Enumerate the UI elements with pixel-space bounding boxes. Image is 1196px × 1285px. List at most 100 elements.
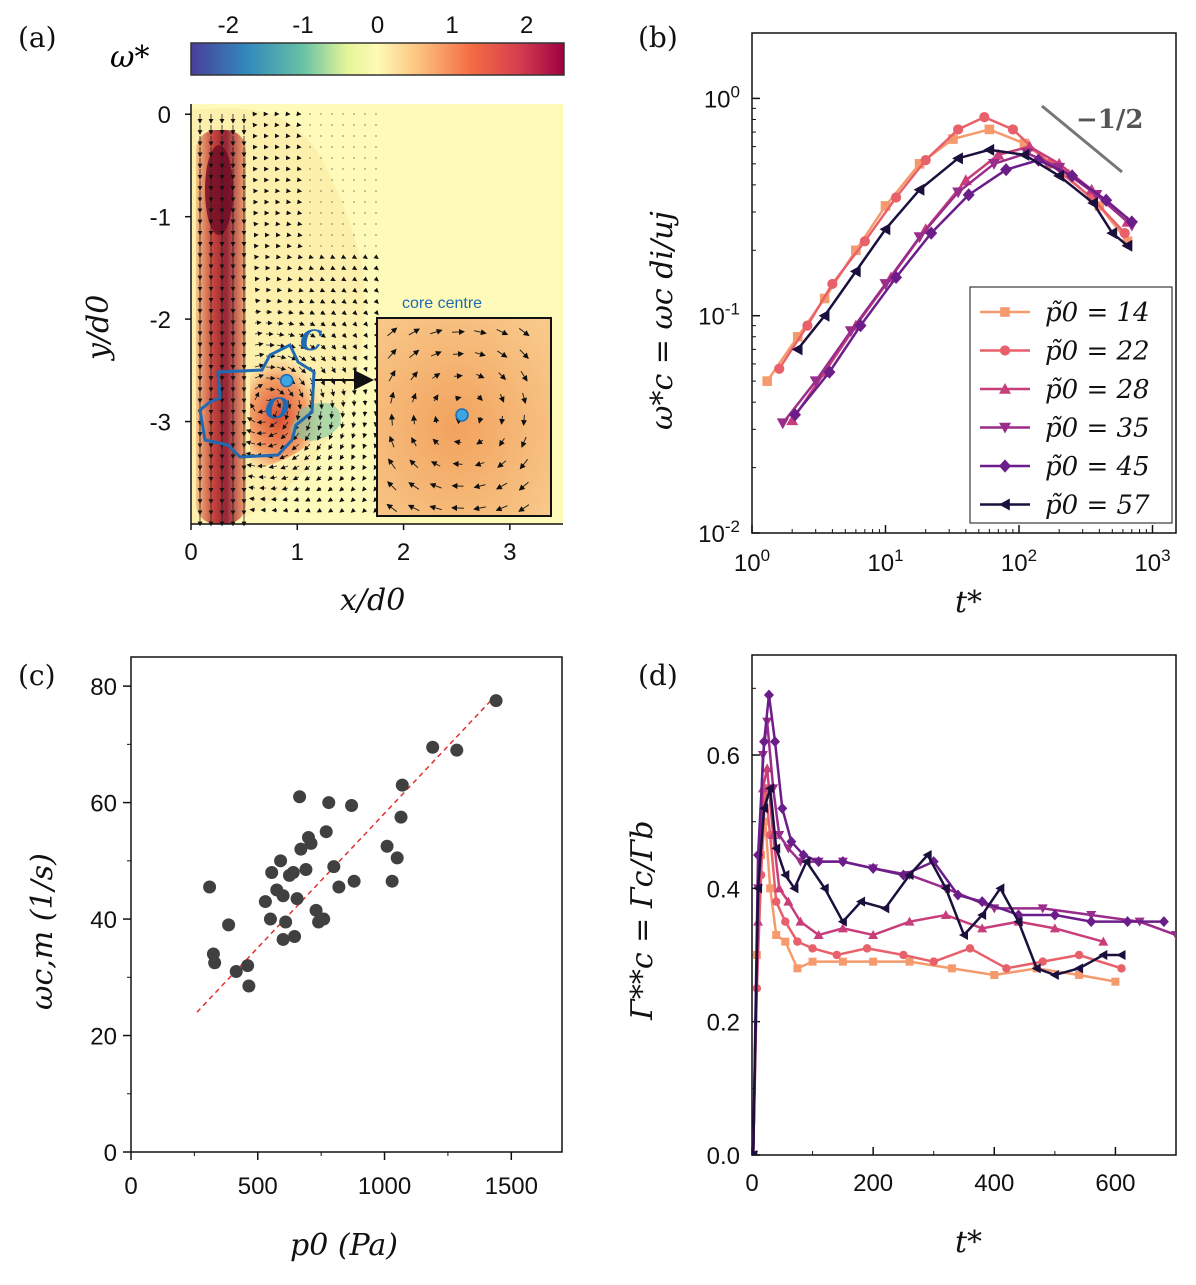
marker-diamond (890, 270, 903, 285)
marker-triangle-left (1013, 916, 1023, 927)
vector-arrow (249, 496, 256, 502)
d-ytick-label: 0.4 (707, 876, 740, 903)
inset-vector-arrow (388, 435, 395, 448)
scatter-point (394, 810, 408, 824)
marker-diamond (1000, 163, 1013, 177)
vector-arrow (331, 344, 337, 350)
marker-triangle-up (868, 930, 879, 939)
vector-dot (364, 157, 366, 159)
vector-arrow (298, 332, 306, 338)
tick-exponent: 3 (1161, 546, 1170, 565)
vector-dot (342, 234, 344, 236)
marker-diamond (786, 836, 797, 848)
marker-diamond (1100, 193, 1113, 207)
scatter-point (263, 912, 277, 926)
marker-diamond (1125, 215, 1138, 229)
a-xtick-label: 3 (503, 539, 516, 566)
vector-arrow (350, 497, 356, 503)
vector-arrow (287, 332, 295, 338)
tick-base: 10 (698, 304, 725, 331)
vector-arrow (352, 344, 358, 350)
inset-vectors (386, 327, 530, 512)
marker-triangle-left (780, 870, 790, 880)
marker-square (914, 159, 925, 169)
legend-label-14: p̃0 = 14 (1045, 298, 1150, 328)
inset-vector-arrow (451, 504, 464, 511)
vector-arrow (250, 403, 256, 412)
vector-arrow (317, 421, 323, 431)
legend-label-28: p̃0 = 28 (1045, 375, 1150, 405)
inset-vector-arrow (519, 459, 529, 470)
vector-arrow (362, 298, 369, 304)
vector-arrow (286, 399, 292, 410)
vector-arrow (350, 507, 356, 513)
contour-label: C (300, 324, 323, 357)
vector-arrow (373, 507, 379, 513)
marker-diamond (962, 188, 975, 202)
vector-arrow (341, 265, 347, 270)
tick-exponent: 2 (1028, 546, 1037, 565)
panel-c-label: (c) (18, 659, 56, 692)
vector-arrow (362, 475, 367, 481)
marker-triangle-left (759, 803, 769, 814)
marker-square (851, 245, 861, 256)
c-frame (130, 656, 563, 1153)
vector-arrow (352, 332, 358, 338)
scatter-point (288, 930, 302, 944)
vector-dot (375, 201, 377, 203)
vector-arrow (304, 465, 311, 471)
vector-arrow (340, 432, 345, 440)
panel-a: (a) ω* -2 -1 0 1 2 C O core centre 0 1 2 30-1-2… (18, 12, 565, 618)
vector-dot (309, 212, 311, 214)
marker-triangle-left (1074, 963, 1084, 974)
vector-arrow (286, 254, 293, 260)
scatter-point (276, 889, 290, 903)
c-ytick-label: 40 (90, 907, 117, 934)
inset-centre-point (455, 408, 469, 422)
marker-circle (771, 897, 781, 906)
vector-dot (353, 146, 355, 148)
vector-arrow (298, 298, 305, 304)
c-points (203, 694, 503, 993)
vector-dot (320, 146, 322, 148)
vector-arrow (341, 287, 347, 293)
vector-dot (331, 212, 333, 214)
vector-dot (364, 190, 366, 192)
c-ticks: 0 500 1000 1500 0 20 40 60 80 (90, 674, 538, 1200)
scatter-point (450, 743, 464, 757)
vector-arrow (246, 429, 256, 434)
vector-arrow (279, 454, 289, 460)
marker-triangle-up (1098, 936, 1109, 946)
marker-triangle-up (786, 414, 799, 426)
vector-dot (375, 179, 377, 181)
marker-circle (1007, 124, 1018, 135)
vector-dot (353, 168, 355, 170)
vector-arrow (269, 421, 278, 428)
marker-triangle-left (904, 870, 914, 880)
vector-arrow (297, 254, 303, 260)
marker-circle (862, 944, 872, 953)
marker-square (761, 817, 770, 826)
vector-dot (331, 223, 333, 225)
vector-dot (320, 135, 322, 137)
vector-arrow (254, 391, 260, 401)
vector-arrow (298, 388, 304, 398)
marker-triangle-left (995, 883, 1005, 894)
d-ticks: 0 200 400 600 0.0 0.2 0.4 0.6 (707, 687, 1135, 1197)
vector-arrow (305, 507, 311, 513)
vector-dot (320, 245, 322, 247)
inset-vector-arrow (498, 438, 505, 447)
negative-vorticity-patch (290, 402, 341, 441)
a-xtick-label: 0 (184, 539, 197, 566)
vector-arrow (293, 497, 300, 502)
marker-circle (1117, 964, 1126, 973)
d-ylabel: Γ**c = Γc/Γb (625, 820, 660, 1021)
vector-arrow (316, 454, 322, 461)
vector-arrow (254, 331, 263, 336)
core-centre-point (279, 373, 294, 388)
vector-dot (375, 113, 377, 115)
inset-vector-arrow (455, 395, 462, 402)
marker-triangle-down (1037, 904, 1048, 914)
vector-arrow (362, 432, 368, 439)
vector-dot (353, 212, 355, 214)
